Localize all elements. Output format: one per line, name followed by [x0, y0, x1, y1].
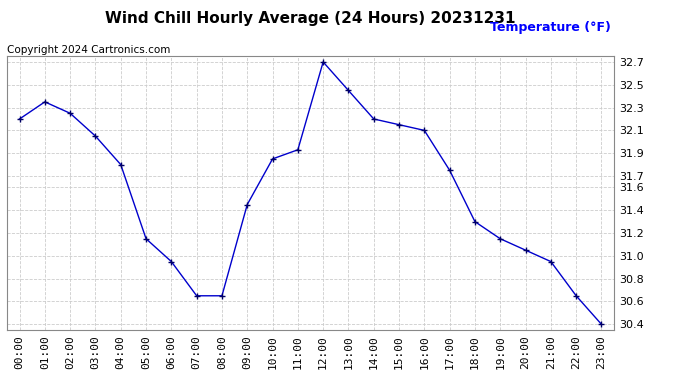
Text: Wind Chill Hourly Average (24 Hours) 20231231: Wind Chill Hourly Average (24 Hours) 202… [106, 11, 515, 26]
Text: Copyright 2024 Cartronics.com: Copyright 2024 Cartronics.com [7, 45, 170, 55]
Text: Temperature (°F): Temperature (°F) [490, 21, 611, 34]
